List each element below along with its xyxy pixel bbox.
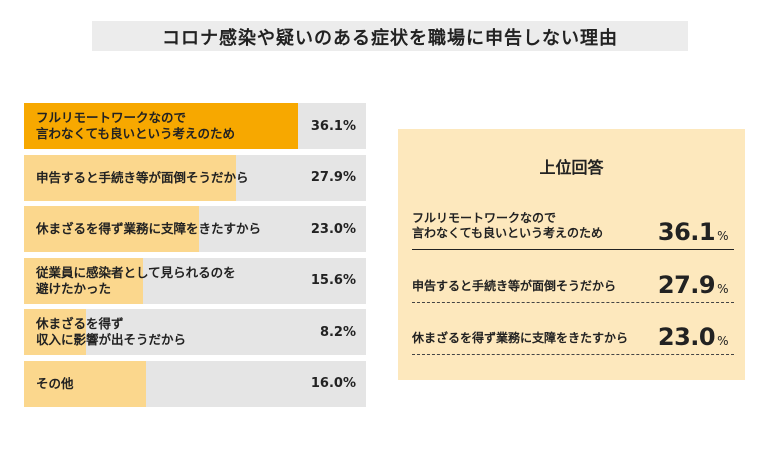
bar (24, 154, 237, 201)
data-label: 36.1% (310, 118, 356, 134)
top-answer-divider (412, 302, 734, 303)
title-bar: コロナ感染や疑いのある症状を職場に申告しない理由 (92, 21, 688, 51)
top-answer-label: 申告すると手続き等が面倒そうだから (412, 279, 617, 294)
top-answer-2: 申告すると手続き等が面倒そうだから 27.9% (412, 259, 734, 303)
top-answer-3: 休まざるを得ず業務に支障をきたすから 23.0% (412, 311, 734, 355)
bar (24, 206, 199, 252)
category-label: 休まざるを得ず 収入に影響が出そうだから (36, 316, 187, 347)
bar-row: 休まざるを得ず 収入に影響が出そうだから 8.2% (24, 309, 366, 355)
top-answer-number: 36.1 (657, 218, 716, 246)
top-answer-unit: % (717, 334, 728, 348)
top-answer-divider (412, 354, 734, 355)
bar (24, 103, 299, 149)
bar (24, 309, 87, 355)
category-label: 休まざるを得ず業務に支障をきたすから (36, 221, 262, 237)
category-label: その他 (36, 375, 74, 391)
top-answer-value: 27.9% (657, 271, 729, 299)
top-answers-panel: 上位回答 フルリモートワークなので 言わなくても良いという考えのため 36.1%… (398, 129, 745, 380)
bar-row: 申告すると手続き等が面倒そうだから 27.9% (24, 154, 366, 201)
data-label: 23.0% (310, 221, 356, 237)
bar-row: 従業員に感染者として見られるのを 避けたかった 15.6% (24, 257, 366, 304)
bar-row: 休まざるを得ず業務に支障をきたすから 23.0% (24, 206, 366, 252)
category-label: 申告すると手続き等が面倒そうだから (36, 169, 249, 185)
bar-row: その他 16.0% (24, 360, 366, 407)
top-answer-divider (412, 249, 734, 250)
chart-title: コロナ感染や疑いのある症状を職場に申告しない理由 (162, 28, 618, 49)
top-answer-value: 36.1% (657, 218, 729, 246)
data-label: 27.9% (310, 170, 356, 185)
top-answer-unit: % (717, 229, 728, 243)
bar-row: フルリモートワークなので 言わなくても良いという考えのため 36.1% (24, 103, 366, 149)
top-answer-unit: % (717, 282, 728, 296)
bar (24, 257, 143, 304)
data-label: 16.0% (310, 376, 356, 391)
data-label: 15.6% (310, 273, 356, 288)
top-answer-label: フルリモートワークなので 言わなくても良いという考えのため (412, 210, 604, 241)
data-label: 8.2% (319, 324, 356, 340)
top-answer-1: フルリモートワークなので 言わなくても良いという考えのため 36.1% (412, 206, 734, 250)
top-answer-number: 23.0 (657, 323, 716, 351)
bar (24, 360, 146, 407)
top-answer-number: 27.9 (657, 271, 716, 299)
category-label: 従業員に感染者として見られるのを 避けたかった (36, 264, 236, 296)
top-answer-label: 休まざるを得ず業務に支障をきたすから (412, 331, 629, 346)
top-answers-heading: 上位回答 (539, 158, 604, 177)
category-label: フルリモートワークなので 言わなくても良いという考えのため (36, 110, 236, 141)
top-answer-value: 23.0% (657, 323, 729, 351)
